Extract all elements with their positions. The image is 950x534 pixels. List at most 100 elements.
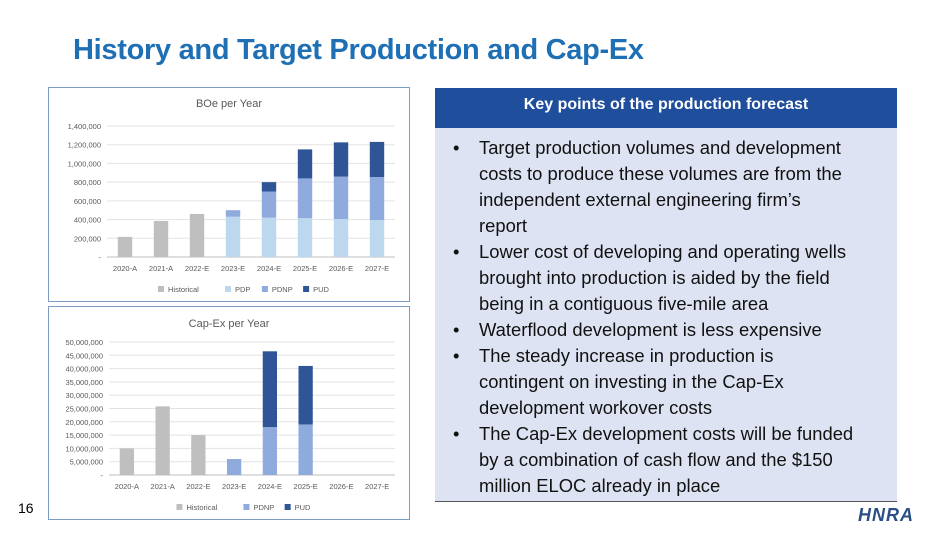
x-tick-label: 2023-E [222, 482, 246, 491]
y-tick-label: 50,000,000 [65, 338, 103, 347]
bar-pud [333, 142, 349, 177]
legend-label: PUD [313, 285, 329, 294]
legend-swatch [176, 504, 183, 510]
key-point-line: The steady increase in production is [479, 345, 774, 366]
capex-chart: Cap-Ex per Year - 5,000,000 10,000,000 15,00… [48, 306, 410, 520]
x-tick-label: 2023-E [221, 264, 245, 273]
key-point-line: costs to produce these volumes are from … [479, 163, 842, 184]
bar-pdnp [226, 459, 242, 475]
y-tick-label: 400,000 [74, 216, 101, 225]
key-point-item: • The steady increase in production is con… [453, 343, 883, 421]
y-tick-label: 1,200,000 [68, 141, 101, 150]
y-tick-label: 1,000,000 [68, 159, 101, 168]
key-point-line: Lower cost of developing and operating w… [479, 241, 847, 262]
bar-historical [119, 448, 135, 475]
y-tick-label: 800,000 [74, 178, 101, 187]
x-tick-label: 2027-E [365, 264, 389, 273]
bullet-icon: • [453, 423, 460, 444]
key-points-header: Key points of the production forecast [435, 88, 897, 128]
y-tick-label: 200,000 [74, 234, 101, 243]
bar-pdp [225, 216, 241, 257]
bar-pdnp [333, 176, 349, 220]
bar-historical [191, 435, 206, 475]
bullet-icon: • [453, 345, 460, 366]
y-tick-label: 10,000,000 [65, 444, 103, 453]
legend-label: PDNP [253, 503, 274, 512]
bar-historical [153, 220, 169, 257]
key-point-line: report [479, 215, 528, 236]
bar-historical [117, 236, 133, 257]
capex-chart-svg: Cap-Ex per Year - 5,000,000 10,000,000 15,00… [65, 318, 395, 512]
bar-pud [261, 182, 277, 192]
bar-pdnp [297, 178, 313, 219]
legend-label: PUD [295, 503, 311, 512]
y-tick-label: - [101, 471, 104, 480]
key-point-line: The Cap-Ex development costs will be fun… [479, 423, 854, 444]
bar-pud [262, 351, 278, 428]
bar-pdnp [261, 191, 277, 218]
y-tick-label: 15,000,000 [65, 431, 103, 440]
bar-pdnp [369, 176, 385, 221]
x-tick-label: 2022-E [185, 264, 209, 273]
boe-chart: BOe per Year - 200,000 400,000 600,000 800,00… [48, 87, 410, 302]
legend-swatch [225, 286, 231, 292]
key-point-item: • Waterflood development is less expensiv… [453, 317, 883, 343]
company-logo: HNRA [858, 505, 914, 525]
y-tick-label: - [99, 253, 102, 262]
bar-pdp [261, 217, 277, 257]
y-tick-label: 45,000,000 [65, 351, 103, 360]
y-tick-label: 25,000,000 [65, 405, 103, 414]
bar-pdp [333, 219, 349, 257]
key-points-list: • Target production volumes and developme… [435, 128, 897, 499]
key-point-item: • Lower cost of developing and operating … [453, 239, 883, 317]
slide-title: History and Target Production and Cap-Ex [73, 34, 644, 66]
key-point-line: being in a contiguous five-mile area [479, 293, 769, 314]
x-tick-label: 2026-E [329, 264, 353, 273]
key-point-line: independent external engineering firm’s [479, 189, 801, 210]
key-point-line: Target production volumes and developmen… [479, 137, 841, 158]
bar-historical [155, 406, 170, 475]
x-tick-label: 2024-E [257, 264, 281, 273]
x-tick-label: 2027-E [365, 482, 389, 491]
x-tick-label: 2025-E [293, 264, 317, 273]
bar-historical [189, 213, 205, 257]
key-point-line: contingent on investing in the Cap-Ex [479, 371, 784, 392]
y-tick-label: 40,000,000 [65, 365, 103, 374]
x-tick-label: 2021-A [151, 482, 175, 491]
bar-pdnp [262, 427, 278, 475]
bullet-icon: • [453, 241, 460, 262]
legend-label: Historical [168, 285, 199, 294]
y-tick-label: 600,000 [74, 197, 101, 206]
legend-label: PDP [235, 285, 250, 294]
bar-pdnp [225, 210, 241, 217]
bullet-icon: • [453, 137, 460, 158]
x-tick-label: 2021-A [149, 264, 173, 273]
chart-title: Cap-Ex per Year [189, 318, 270, 330]
legend-swatch [261, 286, 268, 292]
x-tick-label: 2025-E [294, 482, 318, 491]
bar-pdp [297, 218, 313, 257]
bullet-icon: • [453, 319, 460, 340]
legend-swatch [284, 504, 291, 510]
key-point-line: Waterflood development is less expensive [479, 319, 822, 340]
boe-chart-svg: BOe per Year - 200,000 400,000 600,000 800,00… [68, 98, 395, 294]
key-point-line: development workover costs [479, 397, 713, 418]
panel-divider [435, 501, 897, 502]
page-number: 16 [18, 500, 34, 516]
bar-pud [369, 141, 385, 177]
legend-swatch [303, 286, 310, 292]
y-tick-label: 20,000,000 [65, 418, 103, 427]
key-point-line: by a combination of cash flow and the $1… [479, 449, 833, 470]
legend-swatch [243, 504, 250, 510]
y-tick-label: 1,400,000 [68, 122, 101, 131]
bar-pud [297, 149, 313, 179]
y-tick-label: 35,000,000 [65, 378, 103, 387]
y-tick-label: 5,000,000 [70, 458, 103, 467]
key-point-item: • Target production volumes and developme… [453, 135, 883, 239]
key-point-line: million ELOC already in place [479, 475, 721, 496]
key-points-panel: Key points of the production forecast • T… [435, 88, 897, 501]
x-tick-label: 2020-A [115, 482, 139, 491]
x-tick-label: 2024-E [258, 482, 282, 491]
key-point-item: • The Cap-Ex development costs will be fu… [453, 421, 883, 499]
key-point-line: brought into production is aided by the … [479, 267, 830, 288]
